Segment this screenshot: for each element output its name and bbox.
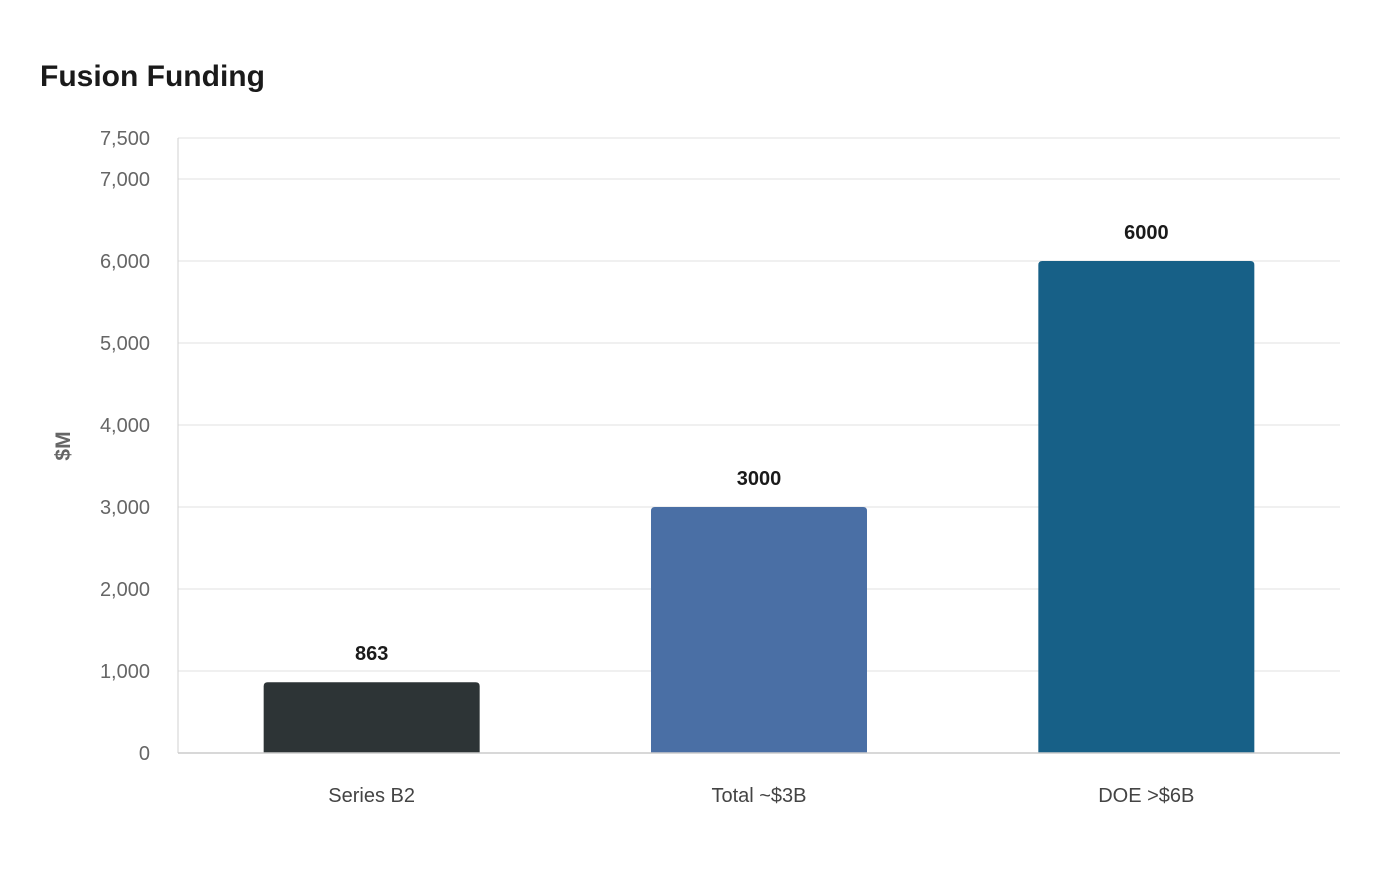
bar xyxy=(651,507,867,753)
y-tick-label: 7,000 xyxy=(100,169,150,191)
chart-title: Fusion Funding xyxy=(40,60,265,93)
y-tick-label: 5,000 xyxy=(100,333,150,355)
y-tick-label: 7,500 xyxy=(100,128,150,150)
y-tick-label: 4,000 xyxy=(100,415,150,437)
y-tick-label: 2,000 xyxy=(100,579,150,601)
data-label: 3000 xyxy=(737,468,782,490)
y-tick-label: 3,000 xyxy=(100,497,150,519)
bar xyxy=(1038,261,1255,753)
y-tick-label: 6,000 xyxy=(100,251,150,273)
y-tick-label: 1,000 xyxy=(100,661,150,683)
x-tick-label: Total ~$3B xyxy=(711,785,806,807)
y-axis-label: $M xyxy=(52,431,75,460)
data-label: 6000 xyxy=(1124,222,1169,244)
bar xyxy=(263,682,480,753)
x-tick-label: Series B2 xyxy=(328,785,415,807)
y-tick-label: 0 xyxy=(139,743,150,765)
x-tick-label: DOE >$6B xyxy=(1098,785,1194,807)
data-label: 863 xyxy=(355,643,388,665)
